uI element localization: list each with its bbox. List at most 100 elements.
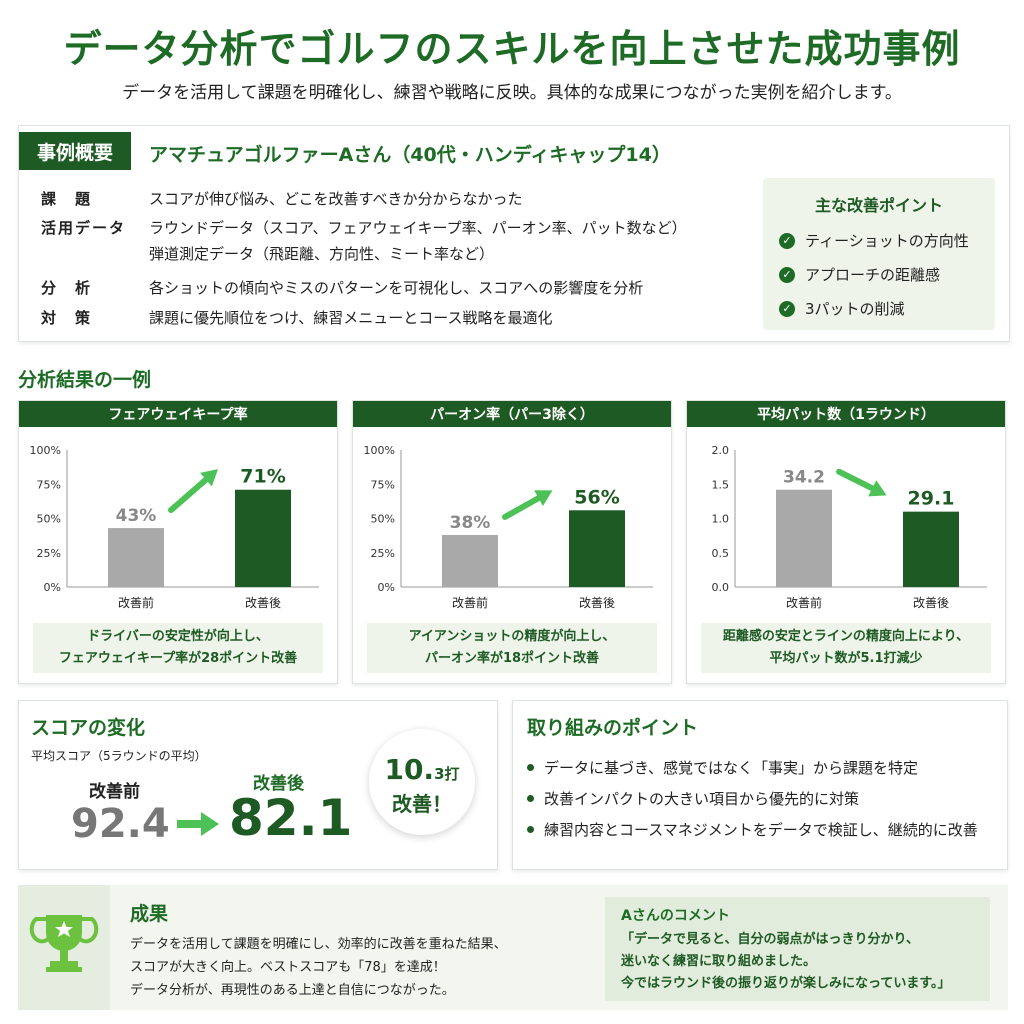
- overview-row-text: 各ショットの傾向やミスのパターンを可視化し、スコアへの影響度を分析: [149, 279, 644, 297]
- chart-note-line: パーオン率が18ポイント改善: [424, 651, 600, 666]
- x-tick-label: 改善前: [786, 595, 822, 610]
- x-tick-label: 改善後: [579, 595, 615, 610]
- points-title: 主な改善ポイント: [814, 196, 943, 215]
- chart-panel-green: パーオン率（パー3除く） 100% 75% 50% 25% 0% 38% 改善前 56% 改善後…: [352, 400, 672, 684]
- chart-putts: 2.0 1.5 1.0 0.5 0.0 34.2 改善前 29.1 改善後: [712, 444, 987, 610]
- result-title: 成果: [130, 903, 169, 925]
- trend-arrow-line: [502, 493, 546, 520]
- chart-title: パーオン率（パー3除く）: [353, 401, 671, 427]
- point-label: ティーショットの方向性: [805, 232, 969, 250]
- overview-row-label: 課 題: [41, 190, 93, 208]
- before-label: 改善前: [89, 782, 140, 802]
- point-item: ✓ 3パットの削減: [779, 298, 905, 319]
- chart-title: 平均パット数（1ラウンド）: [687, 401, 1005, 427]
- y-tick-label: 50%: [371, 513, 395, 526]
- x-tick-label: 改善前: [118, 595, 154, 610]
- y-tick-label: 0.0: [712, 581, 730, 594]
- chart-note-line: 平均パット数が5.1打減少: [769, 651, 923, 666]
- approach-text: 改善インパクトの大きい項目から優先的に対策: [544, 790, 860, 808]
- case-overview-card: 事例概要 アマチュアゴルファーAさん（40代・ハンディキャップ14） 課 題 ス…: [18, 125, 1010, 342]
- trend-arrow-head: [868, 480, 887, 497]
- chart-note-line: 距離感の安定とラインの精度向上により、: [722, 629, 970, 644]
- data-label: 38%: [450, 513, 491, 533]
- trend-arrow-head: [534, 490, 553, 506]
- score-caption: 平均スコア（5ラウンドの平均）: [31, 749, 207, 763]
- overview-row-data: 活用データ ラウンドデータ（スコア、フェアウェイキープ率、パーオン率、パット数な…: [41, 217, 749, 238]
- page-subtitle: データを活用して課題を明確化し、練習や戦略に反映。具体的な成果につながった実例を…: [122, 83, 902, 103]
- chart-note: ドライバーの安定性が向上し、 フェアウェイキープ率が28ポイント改善: [33, 623, 323, 673]
- overview-row-analysis: 分 析 各ショットの傾向やミスのパターンを可視化し、スコアへの影響度を分析: [41, 277, 749, 298]
- result-section: 成果 データを活用して課題を明確にし、効率的に改善を重ねた結果、 スコアが大きく…: [18, 885, 1008, 1010]
- point-item: ✓ ティーショットの方向性: [779, 230, 969, 251]
- chart-fairway: 100% 75% 50% 25% 0% 43% 改善前 71% 改善後: [30, 444, 319, 610]
- analysis-section-title: 分析結果の一例: [18, 369, 152, 391]
- chart-note-line: ドライバーの安定性が向上し、: [87, 629, 269, 644]
- chart-note-line: フェアウェイキープ率が28ポイント改善: [58, 651, 298, 666]
- badge-text: 改善！: [392, 792, 452, 816]
- y-tick-label: 0%: [378, 581, 395, 594]
- trophy-box: [18, 885, 110, 1010]
- comment-line: 今ではラウンド後の振り返りが楽しみになっています。」: [621, 976, 951, 991]
- bar-before: [776, 489, 832, 587]
- before-score: 92.4: [71, 801, 170, 847]
- improvement-badge: 10.3打 改善！: [369, 729, 475, 835]
- trend-arrow-line: [836, 468, 879, 494]
- approach-item: 改善インパクトの大きい項目から優先的に対策: [527, 788, 859, 809]
- overview-tag: 事例概要: [19, 132, 131, 170]
- overview-row-label: 分 析: [41, 279, 93, 297]
- chart-note: アイアンショットの精度が向上し、 パーオン率が18ポイント改善: [367, 623, 657, 673]
- comment-text: 「データで見ると、自分の弱点がはっきり分かり、 迷いなく練習に取り組めました。 …: [621, 929, 951, 995]
- overview-row-label: [41, 243, 149, 264]
- overview-row-text: 課題に優先順位をつけ、練習メニューとコース戦略を最適化: [149, 309, 553, 327]
- y-tick-label: 2.0: [712, 444, 730, 457]
- check-icon: ✓: [779, 266, 795, 283]
- chart-panel-putts: 平均パット数（1ラウンド） 2.0 1.5 1.0 0.5 0.0 34.2 改善前 29.1…: [686, 400, 1006, 684]
- overview-row-issue: 課 題 スコアが伸び悩み、どこを改善すべきか分からなかった: [41, 188, 749, 209]
- data-label: 29.1: [908, 488, 955, 510]
- score-change-card: スコアの変化 平均スコア（5ラウンドの平均） 改善前 92.4 改善後 82.1…: [18, 700, 498, 870]
- y-tick-label: 75%: [37, 478, 61, 491]
- y-tick-label: 1.0: [712, 513, 730, 526]
- chart-title: フェアウェイキープ率: [19, 401, 337, 427]
- score-title: スコアの変化: [31, 717, 146, 739]
- y-tick-label: 100%: [364, 444, 395, 457]
- overview-row-label: 活用データ: [41, 219, 127, 237]
- bar-after: [569, 510, 625, 587]
- overview-row-text: 弾道測定データ（飛距離、方向性、ミート率など）: [149, 245, 495, 263]
- after-label: 改善後: [253, 774, 304, 794]
- overview-row-label: 対 策: [41, 309, 93, 327]
- y-tick-label: 1.5: [712, 478, 730, 491]
- approach-item: データに基づき、感覚ではなく「事実」から課題を特定: [527, 757, 918, 778]
- overview-row-text: ラウンドデータ（スコア、フェアウェイキープ率、パーオン率、パット数など）: [149, 219, 687, 237]
- y-tick-label: 50%: [37, 513, 61, 526]
- y-tick-label: 0%: [44, 581, 61, 594]
- arrow-right-icon: [177, 812, 219, 836]
- result-line: データを活用して課題を明確にし、効率的に改善を重ねた結果、: [130, 937, 507, 952]
- page-title: データ分析でゴルフのスキルを向上させた成功事例: [63, 27, 961, 71]
- case-title: アマチュアゴルファーAさん（40代・ハンディキャップ14）: [149, 144, 671, 166]
- chart-par-on: 100% 75% 50% 25% 0% 38% 改善前 56% 改善後: [364, 444, 653, 610]
- trend-arrow-line: [168, 473, 212, 514]
- result-line: データ分析が、再現性のある上達と自信につながった。: [130, 983, 455, 998]
- overview-row-text: スコアが伸び悩み、どこを改善すべきか分からなかった: [149, 190, 523, 208]
- bar-before: [108, 528, 164, 587]
- check-icon: ✓: [779, 232, 795, 249]
- chart-note: 距離感の安定とラインの精度向上により、 平均パット数が5.1打減少: [701, 623, 991, 673]
- comment-line: 迷いなく練習に取り組めました。: [621, 954, 817, 969]
- approach-item: 練習内容とコースマネジメントをデータで検証し、継続的に改善: [527, 819, 978, 840]
- trophy-icon: [29, 915, 99, 972]
- badge-small: 3打: [434, 765, 460, 783]
- x-tick-label: 改善前: [452, 595, 488, 610]
- result-text: データを活用して課題を明確にし、効率的に改善を重ねた結果、 スコアが大きく向上。…: [130, 933, 507, 1002]
- approach-card: 取り組みのポイント データに基づき、感覚ではなく「事実」から課題を特定 改善イン…: [512, 700, 1008, 870]
- data-label: 56%: [574, 486, 619, 508]
- bullet-icon: [527, 795, 534, 802]
- comment-box: Aさんのコメント 「データで見ると、自分の弱点がはっきり分かり、 迷いなく練習に…: [605, 897, 990, 1001]
- data-label: 34.2: [783, 468, 825, 488]
- overview-row-measures: 対 策 課題に優先順位をつけ、練習メニューとコース戦略を最適化: [41, 307, 749, 328]
- chart-note-line: アイアンショットの精度が向上し、: [408, 629, 616, 644]
- x-tick-label: 改善後: [245, 595, 281, 610]
- y-tick-label: 0.5: [712, 547, 730, 560]
- improvement-points-box: 主な改善ポイント ✓ ティーショットの方向性 ✓ アプローチの距離感 ✓ 3パッ…: [763, 178, 995, 330]
- after-score: 82.1: [229, 789, 353, 847]
